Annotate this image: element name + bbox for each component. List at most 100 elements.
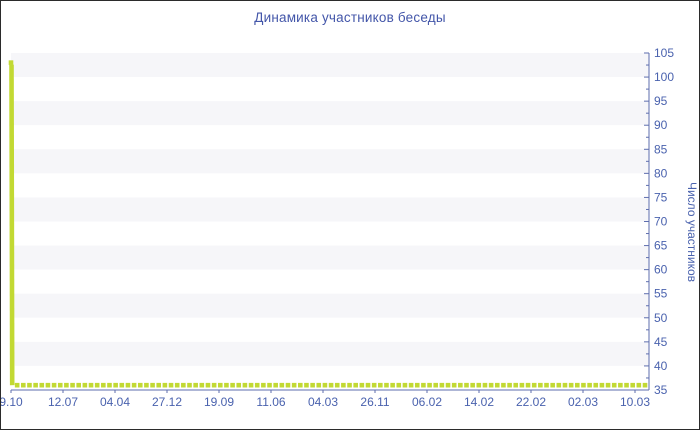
y-tick-label: 40 — [654, 359, 668, 373]
series-marker — [291, 382, 297, 388]
series-marker — [525, 382, 531, 388]
series-marker — [538, 382, 543, 388]
series-drop-line — [9, 64, 15, 386]
series-marker — [21, 382, 26, 388]
series-marker — [14, 382, 20, 388]
series-marker — [107, 382, 112, 388]
series-marker — [156, 382, 162, 388]
series-marker — [488, 382, 494, 388]
series-marker — [476, 382, 482, 388]
series-marker — [427, 382, 432, 388]
series-marker — [341, 382, 346, 388]
series-marker — [507, 382, 512, 388]
series-marker — [550, 382, 555, 388]
series-marker — [599, 382, 605, 388]
series-marker — [414, 382, 420, 388]
y-tick-label: 55 — [654, 287, 668, 301]
series-marker — [94, 382, 100, 388]
y-tick-label: 105 — [654, 46, 674, 60]
series-marker — [581, 382, 586, 388]
series-marker — [587, 382, 592, 388]
series-marker — [334, 382, 340, 388]
series-marker — [64, 382, 69, 388]
series-marker — [261, 382, 266, 388]
series-marker — [33, 382, 38, 388]
x-tick-label: 9.10 — [1, 395, 23, 409]
series-marker — [101, 382, 106, 388]
series-marker — [630, 382, 635, 388]
series-marker — [137, 382, 143, 388]
series-marker — [513, 382, 519, 388]
series-marker — [556, 382, 562, 388]
series-marker — [390, 382, 395, 388]
series-marker — [285, 382, 291, 388]
x-tick-label: 26.11 — [360, 395, 389, 409]
x-tick-label: 02.03 — [568, 395, 598, 409]
series-marker — [618, 382, 623, 388]
series-marker — [119, 382, 125, 388]
series-marker — [371, 382, 377, 388]
series-marker — [113, 382, 118, 388]
series-marker — [365, 382, 371, 388]
chart-title: Динамика участников беседы — [254, 10, 446, 25]
series-marker — [279, 382, 285, 388]
y-tick-label: 75 — [654, 190, 668, 204]
series-marker — [211, 382, 217, 388]
series-marker — [217, 382, 223, 388]
y-tick-label: 45 — [654, 335, 668, 349]
y-tick-label: 100 — [654, 70, 674, 84]
x-tick-label: 14.02 — [464, 395, 494, 409]
y-tick-label: 90 — [654, 118, 668, 132]
y-tick-label: 80 — [654, 166, 668, 180]
series-marker — [224, 382, 229, 388]
series-marker — [8, 60, 14, 65]
series-marker — [76, 382, 82, 388]
series-marker — [402, 382, 408, 388]
x-tick-label: 22.02 — [516, 395, 546, 409]
series-marker — [384, 382, 389, 388]
series-marker — [328, 382, 334, 388]
series-marker — [636, 382, 642, 388]
y-tick-label: 35 — [654, 383, 668, 397]
series-marker — [267, 382, 272, 388]
series-marker — [451, 382, 457, 388]
series-marker — [568, 382, 574, 388]
series-marker — [193, 382, 198, 388]
y-tick-label: 70 — [654, 215, 668, 229]
y-tick-label: 65 — [654, 239, 668, 253]
x-axis: 9.10 12.07 04.04 27.12 19.09 11.06 04.03 26.11 0… — [1, 389, 650, 409]
series-marker — [242, 382, 248, 388]
x-tick-label: 04.04 — [100, 395, 130, 409]
series-marker — [605, 382, 611, 388]
series-marker — [181, 382, 186, 388]
series-marker — [482, 382, 488, 388]
y-axis: 35 40 45 50 55 60 65 70 75 80 85 90 95 100 105 Число уч… — [644, 46, 699, 397]
series-marker — [304, 382, 309, 388]
series-marker — [642, 382, 648, 388]
series-marker — [494, 382, 500, 388]
series-marker — [236, 382, 242, 388]
series-marker — [322, 382, 328, 388]
y-tick-label: 50 — [654, 311, 668, 325]
series-marker — [39, 382, 45, 388]
series-marker — [611, 382, 617, 388]
series-marker — [445, 382, 451, 388]
series-marker — [562, 382, 568, 388]
series-marker — [624, 382, 629, 388]
data-series — [8, 60, 648, 388]
series-marker — [199, 382, 205, 388]
series-marker — [359, 382, 365, 388]
series-marker — [433, 382, 439, 388]
y-tick-label: 60 — [654, 263, 668, 277]
series-marker — [82, 382, 88, 388]
series-marker — [27, 382, 32, 388]
series-marker — [273, 382, 278, 388]
series-marker — [205, 382, 211, 388]
series-marker — [310, 382, 315, 388]
series-marker — [254, 382, 260, 388]
series-marker — [162, 382, 168, 388]
series-marker — [57, 382, 63, 388]
y-tick-label: 95 — [654, 94, 668, 108]
